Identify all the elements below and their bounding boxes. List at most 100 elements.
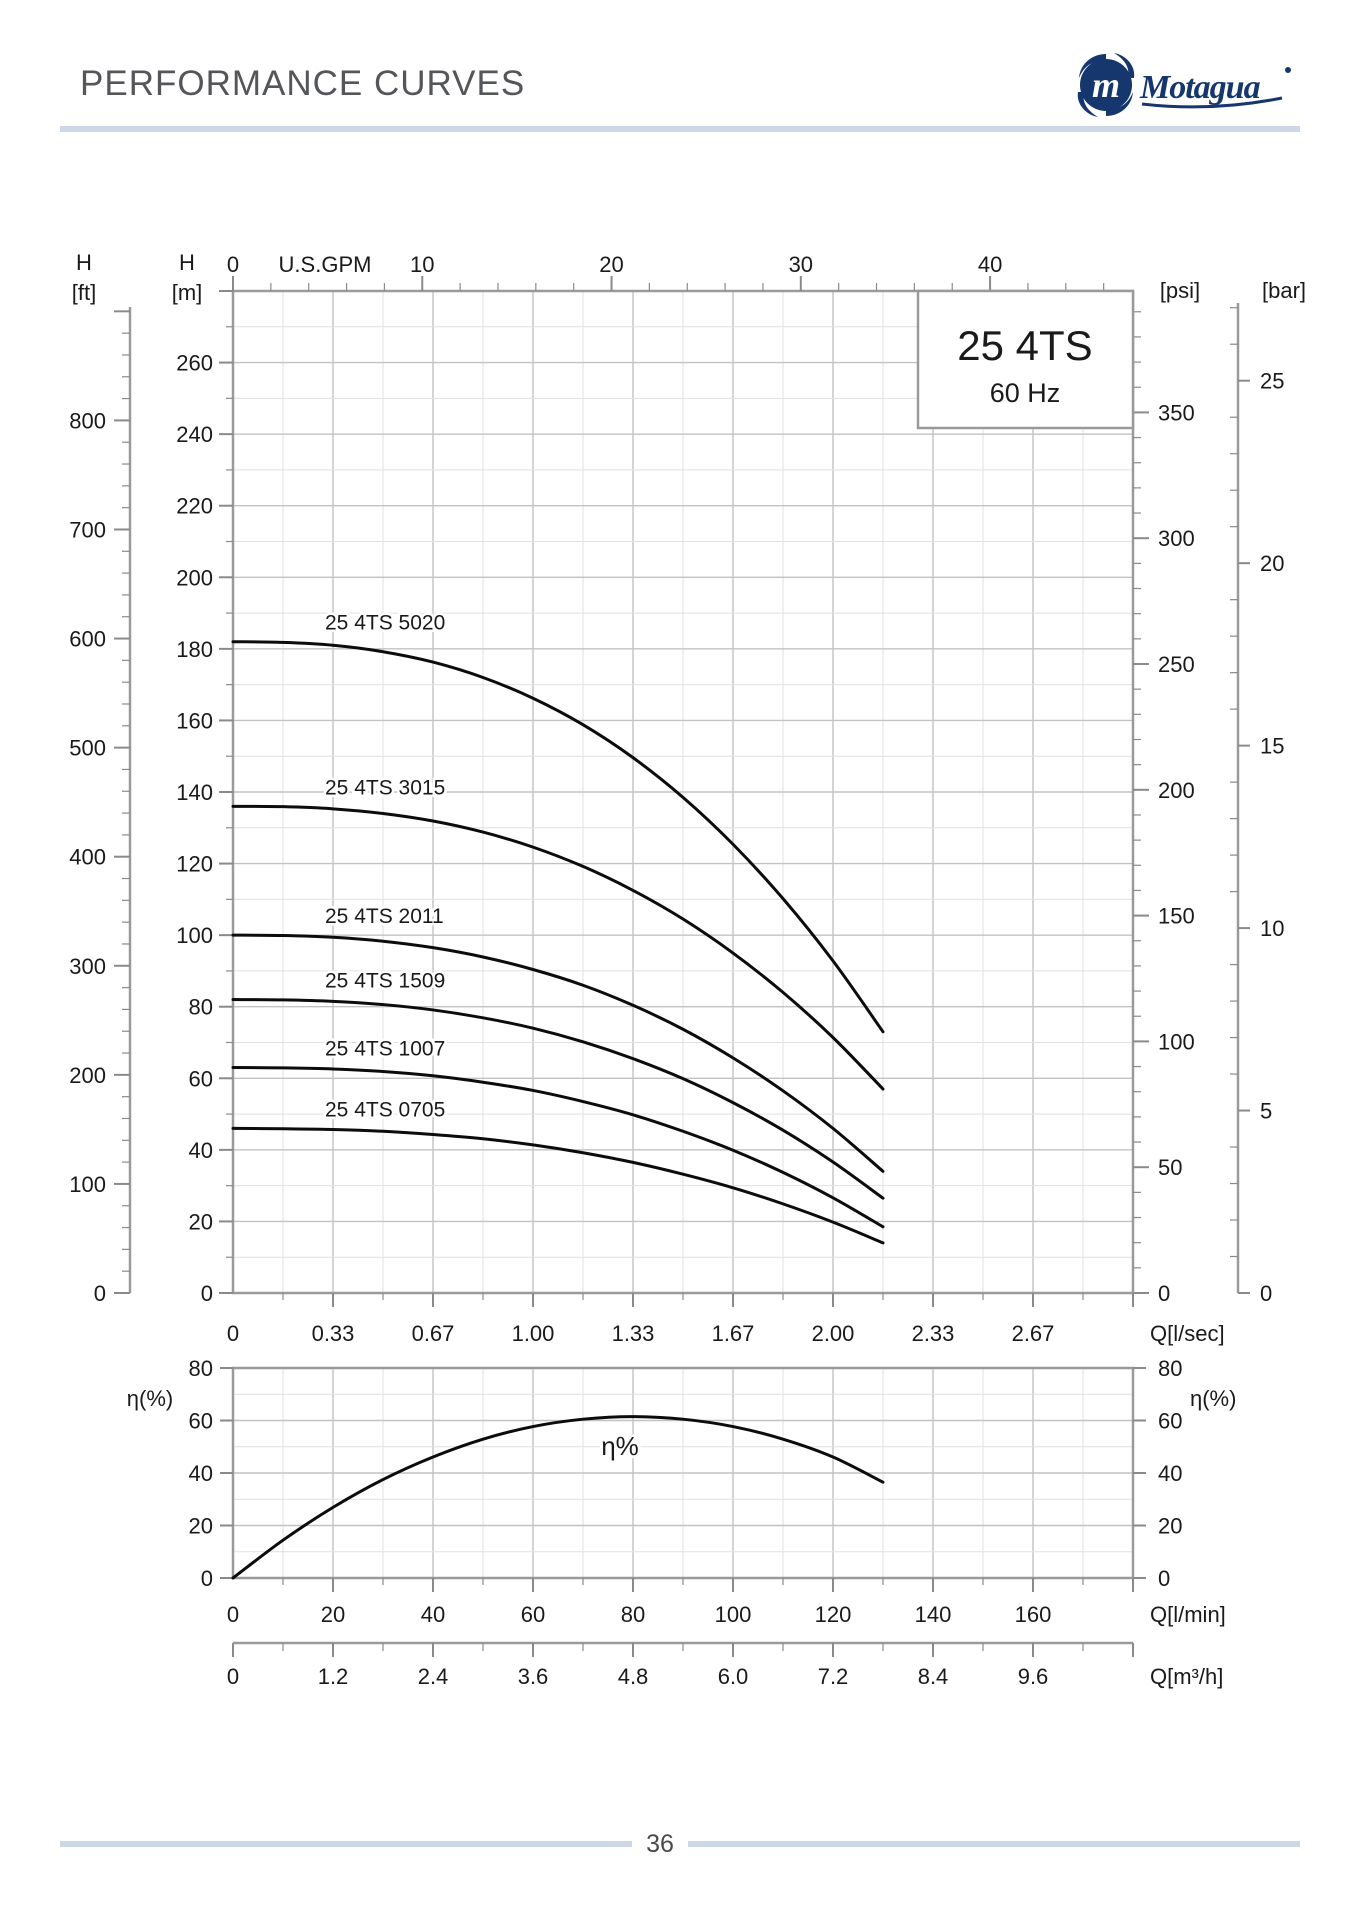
ft-tick-label: 400: [69, 845, 106, 870]
motagua-logo-graphic: m Motagua: [1077, 53, 1291, 117]
m-axis-header: H: [179, 250, 195, 275]
head-curve: [231, 804, 885, 1091]
lsec-tick-label: 2.00: [812, 1321, 855, 1346]
eff-right-tick-label: 40: [1158, 1461, 1182, 1486]
eff-right-tick-label: 0: [1158, 1566, 1170, 1591]
logo-swoosh: [1141, 96, 1283, 109]
ft-tick-label: 700: [69, 517, 106, 542]
lmin-tick-label: 0: [227, 1602, 239, 1627]
lsec-tick-label: 2.33: [912, 1321, 955, 1346]
psi-tick-label: 350: [1158, 400, 1195, 425]
m3h-tick-label: 1.2: [318, 1664, 349, 1689]
efficiency-annotation: η%: [601, 1431, 639, 1461]
ft-tick-label: 0: [94, 1281, 106, 1306]
curve-label: 25 4TS 1007: [325, 1038, 445, 1061]
m-tick-label: 20: [189, 1209, 213, 1234]
gpm-tick-label: 10: [410, 252, 434, 277]
m-tick-label: 0: [201, 1281, 213, 1306]
bar-tick-label: 10: [1260, 916, 1284, 941]
m-tick-label: 40: [189, 1138, 213, 1163]
m3h-tick-label: 4.8: [618, 1664, 649, 1689]
model-box: [916, 289, 1135, 430]
logo-swirl-mark: m: [1077, 53, 1135, 117]
header-rule: [60, 126, 1300, 132]
m-tick-label: 120: [176, 852, 213, 877]
eff-right-tick-label: 20: [1158, 1514, 1182, 1539]
bar-tick-label: 25: [1260, 369, 1284, 394]
page-title: PERFORMANCE CURVES: [80, 64, 526, 103]
bar-tick-label: 20: [1260, 551, 1284, 576]
lsec-tick-label: 0: [227, 1321, 239, 1346]
curve-label: 25 4TS 2011: [325, 905, 444, 928]
gpm-unit-label: U.S.GPM: [279, 252, 372, 277]
m3h-tick-label: 6.0: [718, 1664, 749, 1689]
lsec-unit-label: Q[l/sec]: [1150, 1321, 1225, 1346]
m-tick-label: 200: [176, 565, 213, 590]
bar-tick-label: 0: [1260, 1281, 1272, 1306]
eff-left-tick-label: 0: [201, 1566, 213, 1591]
psi-tick-label: 250: [1158, 652, 1195, 677]
lsec-tick-label: 2.67: [1012, 1321, 1055, 1346]
m3h-tick-label: 0: [227, 1664, 239, 1689]
eff-left-tick-label: 60: [189, 1409, 213, 1434]
m3h-tick-label: 8.4: [918, 1664, 949, 1689]
lmin-tick-label: 20: [321, 1602, 345, 1627]
head-curve: [231, 933, 885, 1173]
eff-left-tick-label: 40: [189, 1461, 213, 1486]
model-box-title: 25 4TS: [957, 322, 1092, 369]
m-tick-label: 80: [189, 995, 213, 1020]
lmin-unit-label: Q[l/min]: [1150, 1602, 1226, 1627]
eff-right-tick-label: 80: [1158, 1356, 1182, 1381]
m3h-unit-label: Q[m³/h]: [1150, 1664, 1223, 1689]
lmin-tick-label: 80: [621, 1602, 645, 1627]
eff-right-tick-label: 60: [1158, 1409, 1182, 1434]
footer-rule-right: [688, 1841, 1300, 1847]
gpm-tick-label: 40: [978, 252, 1002, 277]
ft-axis-header: H: [76, 250, 92, 275]
eff-right-axis-header: η(%): [1190, 1386, 1236, 1411]
lmin-tick-label: 40: [421, 1602, 445, 1627]
psi-axis-header: [psi]: [1160, 278, 1200, 303]
page-number: 36: [646, 1830, 674, 1858]
lmin-tick-label: 160: [1015, 1602, 1052, 1627]
psi-tick-label: 100: [1158, 1029, 1195, 1054]
curve-label: 25 4TS 5020: [325, 612, 445, 635]
ft-tick-label: 100: [69, 1172, 106, 1197]
head-curve: [231, 1066, 885, 1229]
m-tick-label: 60: [189, 1066, 213, 1091]
ft-tick-label: 300: [69, 954, 106, 979]
m3h-tick-label: 7.2: [818, 1664, 849, 1689]
lmin-tick-label: 100: [715, 1602, 752, 1627]
m-tick-label: 260: [176, 351, 213, 376]
lsec-tick-label: 1.67: [712, 1321, 755, 1346]
ft-tick-label: 200: [69, 1063, 106, 1088]
head-curve: [231, 640, 885, 1034]
gpm-tick-label: 0: [227, 252, 239, 277]
logo-trademark-dot: [1285, 67, 1291, 73]
bar-axis-header: [bar]: [1262, 278, 1306, 303]
head-curve: [231, 998, 885, 1200]
psi-tick-label: 150: [1158, 904, 1195, 929]
psi-tick-label: 0: [1158, 1281, 1170, 1306]
m-tick-label: 180: [176, 637, 213, 662]
ft-tick-label: 600: [69, 627, 106, 652]
m3h-tick-label: 2.4: [418, 1664, 449, 1689]
m-tick-label: 160: [176, 708, 213, 733]
m-tick-label: 100: [176, 923, 213, 948]
logo-mark-letter: m: [1092, 65, 1120, 105]
eff-left-tick-label: 20: [189, 1514, 213, 1539]
bar-tick-label: 5: [1260, 1099, 1272, 1124]
lsec-tick-label: 0.67: [412, 1321, 455, 1346]
psi-tick-label: 300: [1158, 526, 1195, 551]
lsec-tick-label: 1.33: [612, 1321, 655, 1346]
lsec-tick-label: 1.00: [512, 1321, 555, 1346]
m-tick-label: 220: [176, 494, 213, 519]
lmin-tick-label: 120: [815, 1602, 852, 1627]
ft-tick-label: 500: [69, 736, 106, 761]
psi-tick-label: 50: [1158, 1155, 1182, 1180]
eff-left-axis-header: η(%): [127, 1386, 173, 1411]
lmin-tick-label: 140: [915, 1602, 952, 1627]
lsec-tick-label: 0.33: [312, 1321, 355, 1346]
